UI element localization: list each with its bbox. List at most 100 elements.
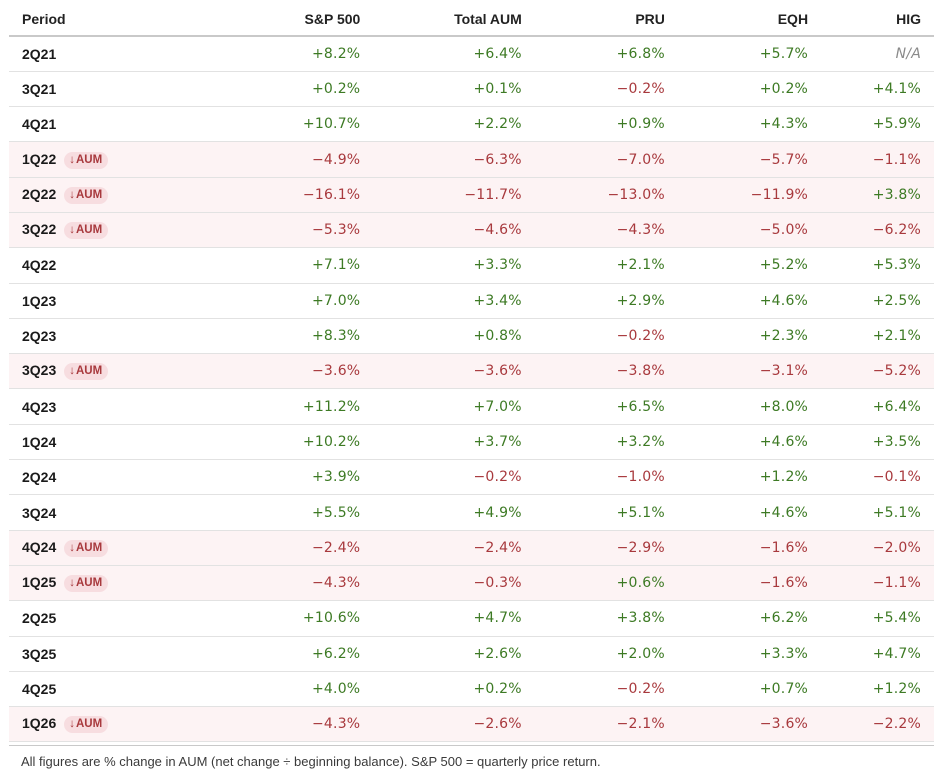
period-label: 3Q25 — [22, 645, 57, 662]
table-row[interactable]: 2Q21 +8.2% +6.4% +6.8% +5.7% N/A — [9, 36, 934, 72]
table-row[interactable]: 3Q23 ↓AUM −3.6% −3.6% −3.8% −3.1% −5.2% — [9, 353, 934, 389]
table-row[interactable]: 1Q23 +7.0% +3.4% +2.9% +4.6% +2.5% — [9, 283, 934, 319]
period-cell: 1Q24 — [9, 424, 187, 459]
pru-cell: −0.2% — [616, 680, 665, 697]
hig-cell: −6.2% — [872, 222, 921, 239]
aum-down-badge: ↓AUM — [64, 186, 109, 204]
period-cell: 4Q22 — [9, 248, 187, 283]
pru-cell: −13.0% — [607, 186, 665, 203]
total-aum-cell: +3.4% — [473, 292, 522, 309]
period-cell: 3Q25 — [9, 636, 187, 671]
total-aum-cell: +4.7% — [473, 610, 522, 627]
period-label: 4Q24 — [22, 538, 57, 555]
period-cell: 4Q24 ↓AUM — [9, 530, 187, 565]
total-aum-cell: +0.1% — [473, 80, 522, 97]
quarterly-aum-table: Period S&P 500 Total AUM PRU EQH HIG 2Q2… — [9, 2, 934, 742]
total-aum-cell: +6.4% — [473, 45, 522, 62]
period-label: 2Q22 — [22, 185, 57, 202]
total-aum-cell: −6.3% — [473, 151, 522, 168]
header-total-aum[interactable]: Total AUM — [360, 2, 522, 37]
table-row[interactable]: 1Q25 ↓AUM −4.3% −0.3% +0.6% −1.6% −1.1% — [9, 565, 934, 601]
pru-cell: +0.6% — [616, 575, 665, 592]
sp500-cell: +8.2% — [312, 45, 361, 62]
pru-cell: −2.1% — [616, 716, 665, 733]
table-row[interactable]: 3Q25 +6.2% +2.6% +2.0% +3.3% +4.7% — [9, 636, 934, 672]
hig-cell: +5.1% — [872, 504, 921, 521]
header-row: Period S&P 500 Total AUM PRU EQH HIG — [9, 2, 934, 37]
aum-down-badge: ↓AUM — [64, 151, 109, 169]
total-aum-cell: −0.3% — [473, 575, 522, 592]
pru-cell: +2.0% — [616, 645, 665, 662]
hig-cell: +3.8% — [872, 186, 921, 203]
total-aum-cell: −3.6% — [473, 363, 522, 380]
table-row[interactable]: 1Q24 +10.2% +3.7% +3.2% +4.6% +3.5% — [9, 424, 934, 460]
aum-down-badge-label: AUM — [76, 153, 103, 166]
sp500-cell: −5.3% — [312, 222, 361, 239]
table-row[interactable]: 2Q25 +10.6% +4.7% +3.8% +6.2% +5.4% — [9, 601, 934, 637]
footnote-divider — [9, 745, 934, 746]
total-aum-cell: +2.6% — [473, 645, 522, 662]
period-cell: 1Q22 ↓AUM — [9, 142, 187, 177]
period-label: 4Q23 — [22, 398, 57, 415]
total-aum-cell: +3.7% — [473, 433, 522, 450]
aum-down-badge-label: AUM — [76, 365, 103, 378]
header-hig[interactable]: HIG — [808, 2, 934, 37]
period-cell: 1Q26 ↓AUM — [9, 707, 187, 742]
eqh-cell: −11.9% — [750, 186, 809, 203]
sp500-cell: −4.9% — [312, 151, 361, 168]
hig-cell: +5.3% — [872, 257, 921, 274]
table-row[interactable]: 4Q21 +10.7% +2.2% +0.9% +4.3% +5.9% — [9, 107, 934, 142]
period-cell: 3Q22 ↓AUM — [9, 212, 187, 247]
period-label: 3Q22 — [22, 221, 57, 238]
table-header: Period S&P 500 Total AUM PRU EQH HIG — [9, 2, 934, 37]
arrow-down-icon: ↓ — [69, 188, 75, 201]
pru-cell: +3.8% — [616, 610, 665, 627]
pru-cell: −1.0% — [616, 469, 665, 486]
table-row[interactable]: 1Q26 ↓AUM −4.3% −2.6% −2.1% −3.6% −2.2% — [9, 706, 934, 742]
pru-cell: −3.8% — [616, 363, 665, 380]
aum-down-badge-label: AUM — [76, 224, 103, 237]
header-sp500[interactable]: S&P 500 — [186, 2, 361, 37]
table-row[interactable]: 4Q25 +4.0% +0.2% −0.2% +0.7% +1.2% — [9, 671, 934, 707]
hig-cell: −2.0% — [872, 539, 921, 556]
header-period[interactable]: Period — [9, 2, 187, 37]
period-label: 4Q21 — [22, 116, 57, 133]
period-label: 3Q21 — [22, 80, 57, 97]
table-row[interactable]: 4Q23 +11.2% +7.0% +6.5% +8.0% +6.4% — [9, 389, 934, 425]
aum-down-badge: ↓AUM — [64, 539, 109, 557]
table-row[interactable]: 2Q22 ↓AUM −16.1% −11.7% −13.0% −11.9% +3.8% — [9, 177, 934, 213]
eqh-cell: +2.3% — [759, 328, 809, 345]
period-cell: 4Q25 — [9, 671, 187, 706]
pru-cell: −4.3% — [616, 222, 665, 239]
period-label: 2Q21 — [22, 45, 57, 62]
table-row[interactable]: 4Q22 +7.1% +3.3% +2.1% +5.2% +5.3% — [9, 248, 934, 284]
hig-cell: −5.2% — [872, 363, 921, 380]
header-pru[interactable]: PRU — [521, 2, 665, 37]
sp500-cell: +7.0% — [312, 292, 361, 309]
table-row[interactable]: 3Q21 +0.2% +0.1% −0.2% +0.2% +4.1% — [9, 71, 934, 107]
period-cell: 2Q23 — [9, 318, 187, 353]
sp500-cell: −2.4% — [312, 539, 361, 556]
period-cell: 3Q24 — [9, 495, 187, 530]
eqh-cell: −1.6% — [759, 539, 809, 556]
aum-down-badge: ↓AUM — [64, 363, 109, 381]
table-row[interactable]: 3Q24 +5.5% +4.9% +5.1% +4.6% +5.1% — [9, 495, 934, 531]
eqh-cell: +6.2% — [759, 610, 809, 627]
header-eqh[interactable]: EQH — [664, 2, 809, 37]
sp500-cell: +10.6% — [302, 610, 361, 627]
table-row[interactable]: 2Q24 +3.9% −0.2% −1.0% +1.2% −0.1% — [9, 460, 934, 495]
table-row[interactable]: 4Q24 ↓AUM −2.4% −2.4% −2.9% −1.6% −2.0% — [9, 530, 934, 566]
pru-cell: +6.8% — [616, 45, 665, 62]
table-row[interactable]: 3Q22 ↓AUM −5.3% −4.6% −4.3% −5.0% −6.2% — [9, 212, 934, 248]
period-label: 1Q26 — [22, 715, 57, 732]
total-aum-cell: +2.2% — [473, 116, 522, 133]
hig-cell: +5.4% — [872, 610, 921, 627]
hig-cell: N/A — [895, 45, 921, 62]
table-row[interactable]: 2Q23 +8.3% +0.8% −0.2% +2.3% +2.1% — [9, 318, 934, 354]
hig-cell: +4.7% — [872, 645, 921, 662]
period-cell: 1Q23 — [9, 283, 187, 318]
total-aum-cell: −2.4% — [473, 539, 522, 556]
table-row[interactable]: 1Q22 ↓AUM −4.9% −6.3% −7.0% −5.7% −1.1% — [9, 141, 934, 178]
eqh-cell: +5.7% — [759, 45, 809, 62]
period-label: 2Q25 — [22, 610, 57, 627]
